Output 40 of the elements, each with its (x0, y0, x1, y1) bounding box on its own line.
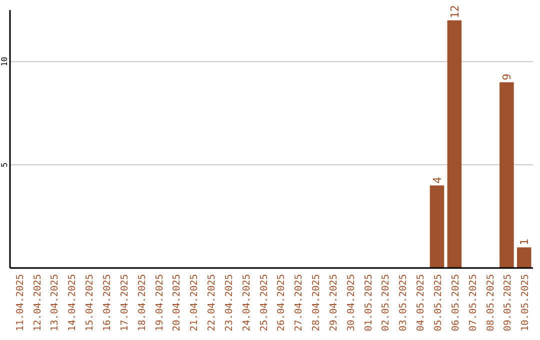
x-tick-label: 30.04.2025 (346, 274, 357, 332)
x-tick-label: 02.05.2025 (380, 274, 392, 332)
x-tick-label: 28.04.2025 (311, 274, 322, 332)
x-tick-label: 05.05.2025 (433, 274, 444, 332)
data-label: 9 (500, 74, 514, 80)
x-tick-label: 12.04.2025 (32, 274, 44, 332)
data-label: 1 (518, 238, 532, 246)
x-tick-label: 17.04.2025 (119, 274, 130, 332)
y-tick-label: 10 (0, 56, 9, 66)
x-tick-label: 10.05.2025 (520, 274, 532, 332)
x-tick-label: 19.04.2025 (154, 274, 166, 332)
x-tick-label: 06.05.2025 (450, 274, 462, 332)
x-tick-label: 18.04.2025 (136, 274, 148, 332)
x-tick-label: 04.05.2025 (416, 274, 427, 332)
x-tick-label: 13.04.2025 (50, 274, 61, 332)
x-tick-label: 14.04.2025 (67, 274, 78, 332)
x-tick-label: 26.04.2025 (276, 274, 288, 332)
x-tick-label: 27.04.2025 (294, 274, 305, 332)
x-tick-label: 23.04.2025 (224, 274, 235, 332)
x-tick-label: 03.05.2025 (398, 274, 410, 332)
bar (447, 20, 462, 268)
bar (430, 185, 444, 268)
x-tick-label: 21.04.2025 (189, 274, 200, 332)
x-tick-label: 29.04.2025 (328, 274, 340, 332)
x-tick-label: 09.05.2025 (502, 274, 514, 332)
data-label: 12 (448, 5, 462, 18)
x-tick-label: 11.04.2025 (14, 274, 26, 332)
x-tick-label: 16.04.2025 (102, 274, 113, 332)
x-tick-label: 24.04.2025 (241, 274, 252, 332)
x-tick-label: 07.05.2025 (468, 274, 479, 332)
x-tick-label: 22.04.2025 (206, 274, 218, 332)
x-tick-label: 25.04.2025 (258, 274, 270, 332)
data-label: 4 (431, 176, 444, 184)
bar (516, 247, 532, 268)
x-tick-label: 08.05.2025 (485, 274, 496, 332)
x-tick-label: 01.05.2025 (363, 274, 374, 332)
bar (500, 82, 514, 268)
y-tick-label: 5 (0, 162, 9, 168)
x-tick-label: 15.04.2025 (84, 274, 96, 332)
x-tick-label: 20.04.2025 (172, 274, 183, 332)
